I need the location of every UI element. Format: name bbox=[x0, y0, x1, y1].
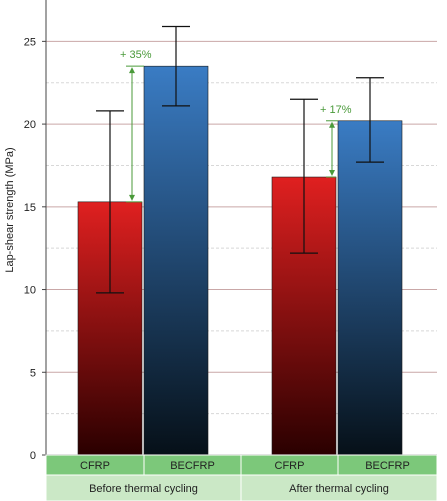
error-bar bbox=[96, 110, 124, 294]
y-tick-label: 20 bbox=[24, 119, 36, 131]
error-bar bbox=[290, 98, 318, 254]
y-axis: 0 5 10 15 20 25 bbox=[24, 0, 47, 462]
difference-annotation: + 17% bbox=[320, 104, 352, 178]
difference-annotation: + 35% bbox=[120, 49, 152, 203]
category-label: BECFRP bbox=[170, 460, 215, 472]
error-bar bbox=[162, 25, 190, 107]
annotation-label: + 35% bbox=[120, 49, 152, 61]
error-bar bbox=[356, 77, 384, 163]
category-cell: BECFRP bbox=[143, 454, 242, 476]
y-tick-label: 10 bbox=[24, 285, 36, 297]
y-axis-title: Lap-shear strength (MPa) bbox=[4, 147, 16, 272]
group-label: After thermal cycling bbox=[289, 483, 389, 495]
y-tick-label: 15 bbox=[24, 202, 36, 214]
error-bars bbox=[96, 25, 384, 294]
category-label: CFRP bbox=[275, 460, 305, 472]
category-label: BECFRP bbox=[365, 460, 410, 472]
category-label: CFRP bbox=[80, 460, 110, 472]
group-label: Before thermal cycling bbox=[89, 483, 198, 495]
y-tick-label: 0 bbox=[30, 450, 36, 462]
bar-becfrp bbox=[143, 65, 209, 456]
annotation-label: + 17% bbox=[320, 104, 352, 116]
category-cell: BECFRP bbox=[337, 454, 438, 476]
category-cell: CFRP bbox=[240, 454, 339, 476]
category-cell: CFRP bbox=[45, 454, 145, 476]
bar-becfrp bbox=[337, 120, 403, 456]
annotations: + 35% + 17% bbox=[120, 49, 352, 203]
category-row: CFRP BECFRP CFRP BECFRP bbox=[45, 454, 438, 476]
y-tick-label: 5 bbox=[30, 367, 36, 379]
y-tick-label: 25 bbox=[24, 36, 36, 48]
group-cell: After thermal cycling bbox=[240, 474, 438, 501]
group-cell: Before thermal cycling bbox=[45, 474, 242, 501]
group-row: Before thermal cycling After thermal cycl… bbox=[45, 474, 438, 501]
